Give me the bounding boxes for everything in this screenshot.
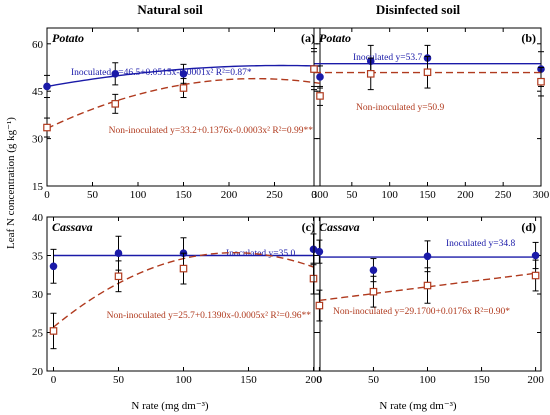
point-non-inoculated — [43, 123, 51, 132]
x-axis-label-right: N rate (mg dm⁻³) — [379, 400, 457, 412]
point-inoculated — [369, 266, 378, 274]
panel-label: (a) — [301, 31, 315, 45]
panel-b: 0 50 100 150 200 250 300 Potato (b) Inoculated y=… — [310, 27, 550, 201]
point-non-inoculated — [310, 65, 318, 73]
x-tick-label: 150 — [240, 374, 257, 386]
crop-name: Potato — [52, 31, 84, 45]
panel-d: 0 50 100 150 200 Cassava (d) Inoculated y=34.8 N… — [313, 216, 544, 386]
crop-name: Cassava — [319, 220, 360, 234]
plot-frame — [46, 27, 321, 187]
x-tick-label: 150 — [473, 374, 490, 386]
point-non-inoculated — [537, 77, 545, 86]
crop-name: Potato — [319, 31, 351, 45]
x-tick-label: 100 — [130, 189, 147, 201]
equation-non-inoculated: Non-inoculated y=29.1700+0.0176x R²=0.90… — [333, 307, 510, 317]
x-tick-label: 300 — [312, 189, 329, 201]
x-tick-label: 250 — [495, 189, 512, 201]
point-non-inoculated — [366, 70, 375, 78]
x-tick-label: 200 — [221, 189, 238, 201]
equation-inoculated: Inoculated y=53.7 — [353, 53, 422, 63]
x-tick-label: 150 — [175, 189, 192, 201]
y-tick-label: 15 — [32, 181, 44, 193]
x-tick-label: 200 — [527, 374, 544, 386]
column-title-natural: Natural soil — [137, 2, 203, 17]
y-tick-label: 40 — [32, 212, 44, 224]
x-tick-label: 0 — [44, 189, 50, 201]
equation-inoculated: Inoculated y=46.5+0.0515x-0.0001x² R²=0.… — [71, 68, 252, 78]
y-tick-label: 35 — [32, 251, 44, 263]
x-tick-label: 200 — [457, 189, 474, 201]
point-non-inoculated — [49, 327, 58, 335]
point-inoculated — [49, 262, 58, 271]
point-inoculated — [179, 70, 188, 78]
point-non-inoculated — [315, 301, 324, 310]
panel-label: (d) — [521, 220, 536, 234]
equation-non-inoculated: Non-inoculated y=25.7+0.1390x-0.0005x² R… — [107, 311, 312, 321]
point-non-inoculated — [423, 68, 432, 77]
equation-inoculated: Inoculated y=34.8 — [446, 239, 515, 249]
point-inoculated — [114, 249, 123, 257]
x-tick-label: 100 — [419, 374, 436, 386]
point-inoculated — [531, 251, 540, 260]
y-axis-label: Leaf N concentration (g kg⁻¹) — [5, 117, 17, 249]
panel-a: 0 50 100 150 200 250 300 15 30 45 60 Potato (a) Inocu… — [32, 27, 329, 201]
point-non-inoculated — [111, 100, 120, 108]
x-tick-label: 150 — [419, 189, 436, 201]
point-inoculated — [423, 252, 432, 261]
x-tick-label: 50 — [113, 374, 125, 386]
x-tick-label: 100 — [381, 189, 398, 201]
panel-label: (b) — [521, 31, 536, 45]
y-tick-label: 30 — [32, 289, 44, 301]
x-tick-label: 50 — [346, 189, 358, 201]
x-tick-label: 50 — [87, 189, 99, 201]
x-tick-label: 100 — [175, 374, 192, 386]
x-tick-label: 300 — [533, 189, 550, 201]
x-tick-label: 0 — [317, 374, 323, 386]
x-tick-label: 250 — [266, 189, 283, 201]
equation-non-inoculated: Non-inoculated y=33.2+0.1376x-0.0003x² R… — [109, 126, 314, 136]
fit-line-non-inoculated — [319, 272, 536, 302]
point-non-inoculated — [423, 281, 432, 290]
x-tick-label: 50 — [368, 374, 380, 386]
point-non-inoculated — [179, 264, 188, 273]
y-tick-label: 25 — [32, 328, 44, 340]
y-tick-label: 45 — [32, 86, 44, 98]
x-tick-label: 0 — [51, 374, 57, 386]
equation-non-inoculated: Non-inoculated y=50.9 — [356, 103, 444, 113]
point-non-inoculated — [114, 272, 123, 281]
point-non-inoculated — [316, 92, 324, 100]
x-tick-label: 200 — [305, 374, 322, 386]
point-inoculated — [316, 73, 324, 81]
x-axis-label-left: N rate (mg dm⁻³) — [131, 400, 209, 412]
column-title-disinfected: Disinfected soil — [376, 2, 461, 17]
y-tick-label: 30 — [32, 134, 44, 146]
panel-label: (c) — [302, 220, 315, 234]
x-tick-label: 0 — [311, 189, 317, 201]
y-tick-label: 60 — [32, 39, 44, 51]
point-non-inoculated — [179, 84, 188, 92]
point-inoculated — [111, 70, 120, 78]
point-inoculated — [315, 247, 324, 256]
point-non-inoculated — [369, 287, 378, 296]
point-inoculated — [43, 82, 51, 91]
y-tick-label: 20 — [32, 366, 44, 378]
point-non-inoculated — [531, 271, 540, 280]
crop-name: Cassava — [52, 220, 93, 234]
